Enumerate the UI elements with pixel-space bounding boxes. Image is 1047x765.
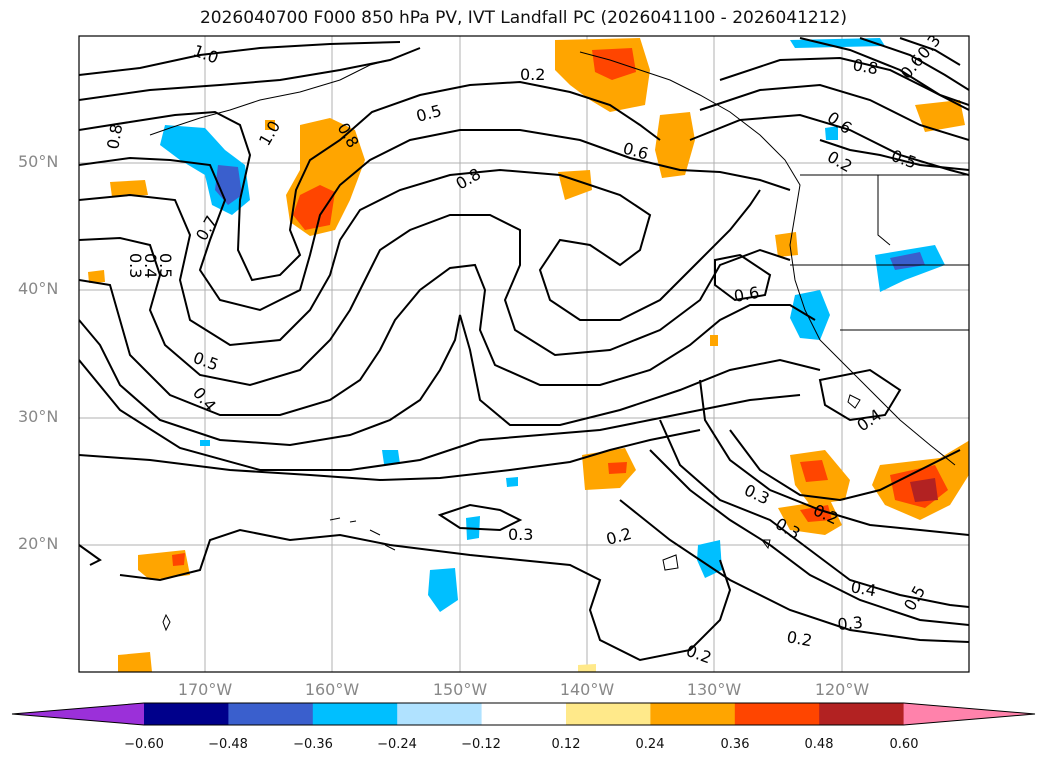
negative-anomaly-california xyxy=(790,290,830,340)
colorbar-tick: 0.36 xyxy=(720,737,750,752)
contour-label: 0.8 xyxy=(103,122,126,150)
colorbar-segment xyxy=(566,703,651,725)
colorbar-segment xyxy=(228,703,314,725)
pv-contours xyxy=(79,37,969,662)
map-title: 2026040700 F000 850 hPa PV, IVT Landfall… xyxy=(199,8,847,28)
lon-label: 160°W xyxy=(304,680,360,699)
lat-label: 20°N xyxy=(18,534,59,553)
colorbar-extend-right xyxy=(903,703,1035,725)
gridlines xyxy=(79,36,969,672)
colorbar xyxy=(11,702,1036,726)
shaded-anomalies xyxy=(88,38,969,672)
colorbar-segment xyxy=(819,703,905,725)
contour-label: 0.8 xyxy=(851,55,879,78)
lon-label: 170°W xyxy=(177,680,233,699)
colorbar-outline xyxy=(11,702,1036,726)
contour-label: 0.4 xyxy=(849,577,877,600)
colorbar-tick: −0.60 xyxy=(124,737,164,752)
map-area xyxy=(79,36,969,672)
positive-anomaly-bc xyxy=(655,112,695,178)
contour-label: 0.3 xyxy=(508,525,533,544)
colorbar-tick: 0.60 xyxy=(889,737,919,752)
colorbar-tick: −0.48 xyxy=(208,737,248,752)
contour-label: 0.3 xyxy=(126,253,145,278)
colorbar-tick: −0.24 xyxy=(377,737,417,752)
colorbar-segment xyxy=(397,703,483,725)
colorbar-segment xyxy=(144,703,229,725)
contour-label: 0.4 xyxy=(141,253,160,278)
colorbar-tick: 0.12 xyxy=(551,737,581,752)
lat-label: 30°N xyxy=(18,407,59,426)
lon-label: 150°W xyxy=(432,680,488,699)
lat-label: 40°N xyxy=(18,279,59,298)
colorbar-segment xyxy=(734,703,820,725)
map-frame xyxy=(78,35,970,673)
lon-label: 140°W xyxy=(559,680,615,699)
colorbar-tick: −0.36 xyxy=(293,737,333,752)
coastlines xyxy=(149,51,969,632)
colorbar-tick: 0.48 xyxy=(804,737,834,752)
contour-label: 0.2 xyxy=(785,627,813,650)
contour-label: 0.5 xyxy=(156,253,175,278)
contour-label: 0.3 xyxy=(837,613,864,634)
lon-label: 120°W xyxy=(814,680,870,699)
colorbar-tick: −0.12 xyxy=(461,737,501,752)
colorbar-tick: 0.24 xyxy=(635,737,665,752)
lon-label: 130°W xyxy=(686,680,742,699)
colorbar-segment xyxy=(481,703,567,725)
contour-label: 0.6 xyxy=(732,283,760,306)
colorbar-segment xyxy=(312,703,398,725)
contour-label: 0.2 xyxy=(520,65,545,84)
colorbar-segment xyxy=(650,703,736,725)
lat-label: 50°N xyxy=(18,152,59,171)
colorbar-extend-left xyxy=(12,703,144,725)
